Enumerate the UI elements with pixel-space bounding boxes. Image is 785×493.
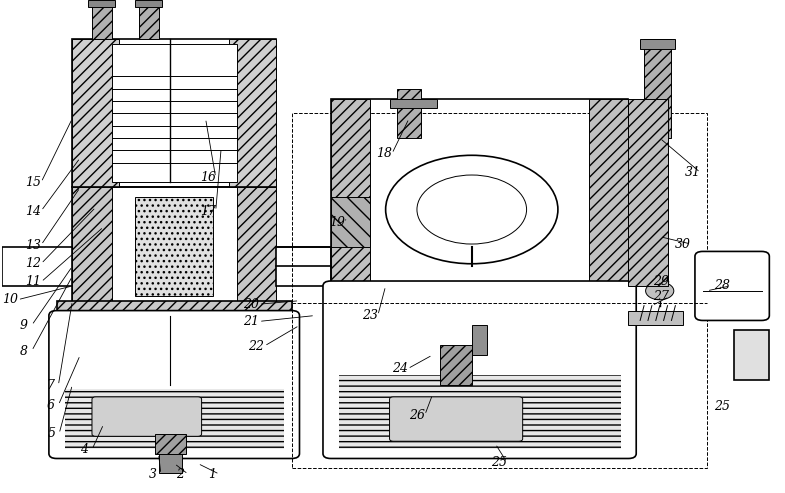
Bar — [472, 325, 487, 355]
Bar — [276, 246, 330, 286]
Bar — [292, 113, 706, 468]
Text: 6: 6 — [46, 399, 54, 412]
Bar — [57, 301, 292, 316]
Bar — [440, 345, 472, 385]
Bar — [135, 0, 162, 7]
Bar — [64, 389, 284, 449]
Text: 19: 19 — [329, 216, 345, 229]
Text: 1: 1 — [208, 468, 216, 481]
Bar — [2, 246, 72, 286]
Bar — [590, 99, 628, 286]
Bar — [330, 99, 628, 286]
Text: 12: 12 — [25, 257, 42, 270]
Bar — [135, 197, 214, 296]
Bar — [72, 187, 111, 306]
Bar — [229, 39, 276, 187]
Text: 3: 3 — [149, 468, 157, 481]
Bar — [155, 434, 186, 454]
Text: 11: 11 — [25, 276, 42, 288]
Bar — [628, 311, 683, 325]
Text: 23: 23 — [362, 309, 378, 322]
Bar — [389, 99, 436, 108]
Text: 7: 7 — [46, 379, 54, 392]
Text: 8: 8 — [20, 345, 27, 357]
Text: 13: 13 — [25, 239, 42, 251]
Bar — [111, 44, 237, 182]
Text: 25: 25 — [491, 456, 507, 469]
Bar — [88, 0, 115, 7]
Bar — [330, 197, 370, 246]
Text: 21: 21 — [243, 315, 259, 328]
Text: 14: 14 — [25, 205, 42, 217]
Text: 10: 10 — [2, 293, 18, 306]
Bar — [640, 39, 675, 49]
Text: 17: 17 — [200, 205, 216, 217]
Text: 22: 22 — [248, 340, 265, 352]
FancyBboxPatch shape — [389, 397, 523, 441]
Text: 20: 20 — [243, 298, 259, 311]
Text: 29: 29 — [653, 276, 670, 288]
Text: 5: 5 — [47, 427, 55, 440]
Text: 31: 31 — [685, 166, 700, 179]
Text: 9: 9 — [20, 319, 27, 332]
Text: 26: 26 — [409, 409, 425, 422]
Bar — [92, 5, 111, 39]
FancyBboxPatch shape — [49, 311, 300, 458]
Text: 24: 24 — [392, 362, 407, 375]
Bar — [139, 5, 159, 39]
Bar — [72, 187, 276, 306]
Text: 2: 2 — [177, 468, 184, 481]
Bar — [338, 375, 621, 449]
FancyBboxPatch shape — [323, 281, 636, 458]
Bar — [330, 99, 370, 286]
Bar — [734, 330, 769, 380]
Bar — [237, 187, 276, 306]
Text: 16: 16 — [200, 171, 216, 184]
Bar — [72, 39, 276, 187]
Text: 27: 27 — [653, 290, 670, 303]
Text: 25: 25 — [714, 400, 730, 413]
Text: 30: 30 — [675, 238, 692, 250]
Bar — [644, 39, 671, 138]
Bar — [159, 454, 182, 473]
Bar — [72, 39, 119, 187]
Bar — [397, 89, 421, 138]
Text: 4: 4 — [80, 443, 88, 456]
FancyBboxPatch shape — [92, 397, 202, 436]
Text: 18: 18 — [376, 147, 392, 160]
Text: 15: 15 — [25, 176, 42, 189]
Circle shape — [645, 282, 674, 300]
Bar — [628, 99, 667, 286]
FancyBboxPatch shape — [695, 251, 769, 320]
Text: 28: 28 — [714, 280, 730, 292]
